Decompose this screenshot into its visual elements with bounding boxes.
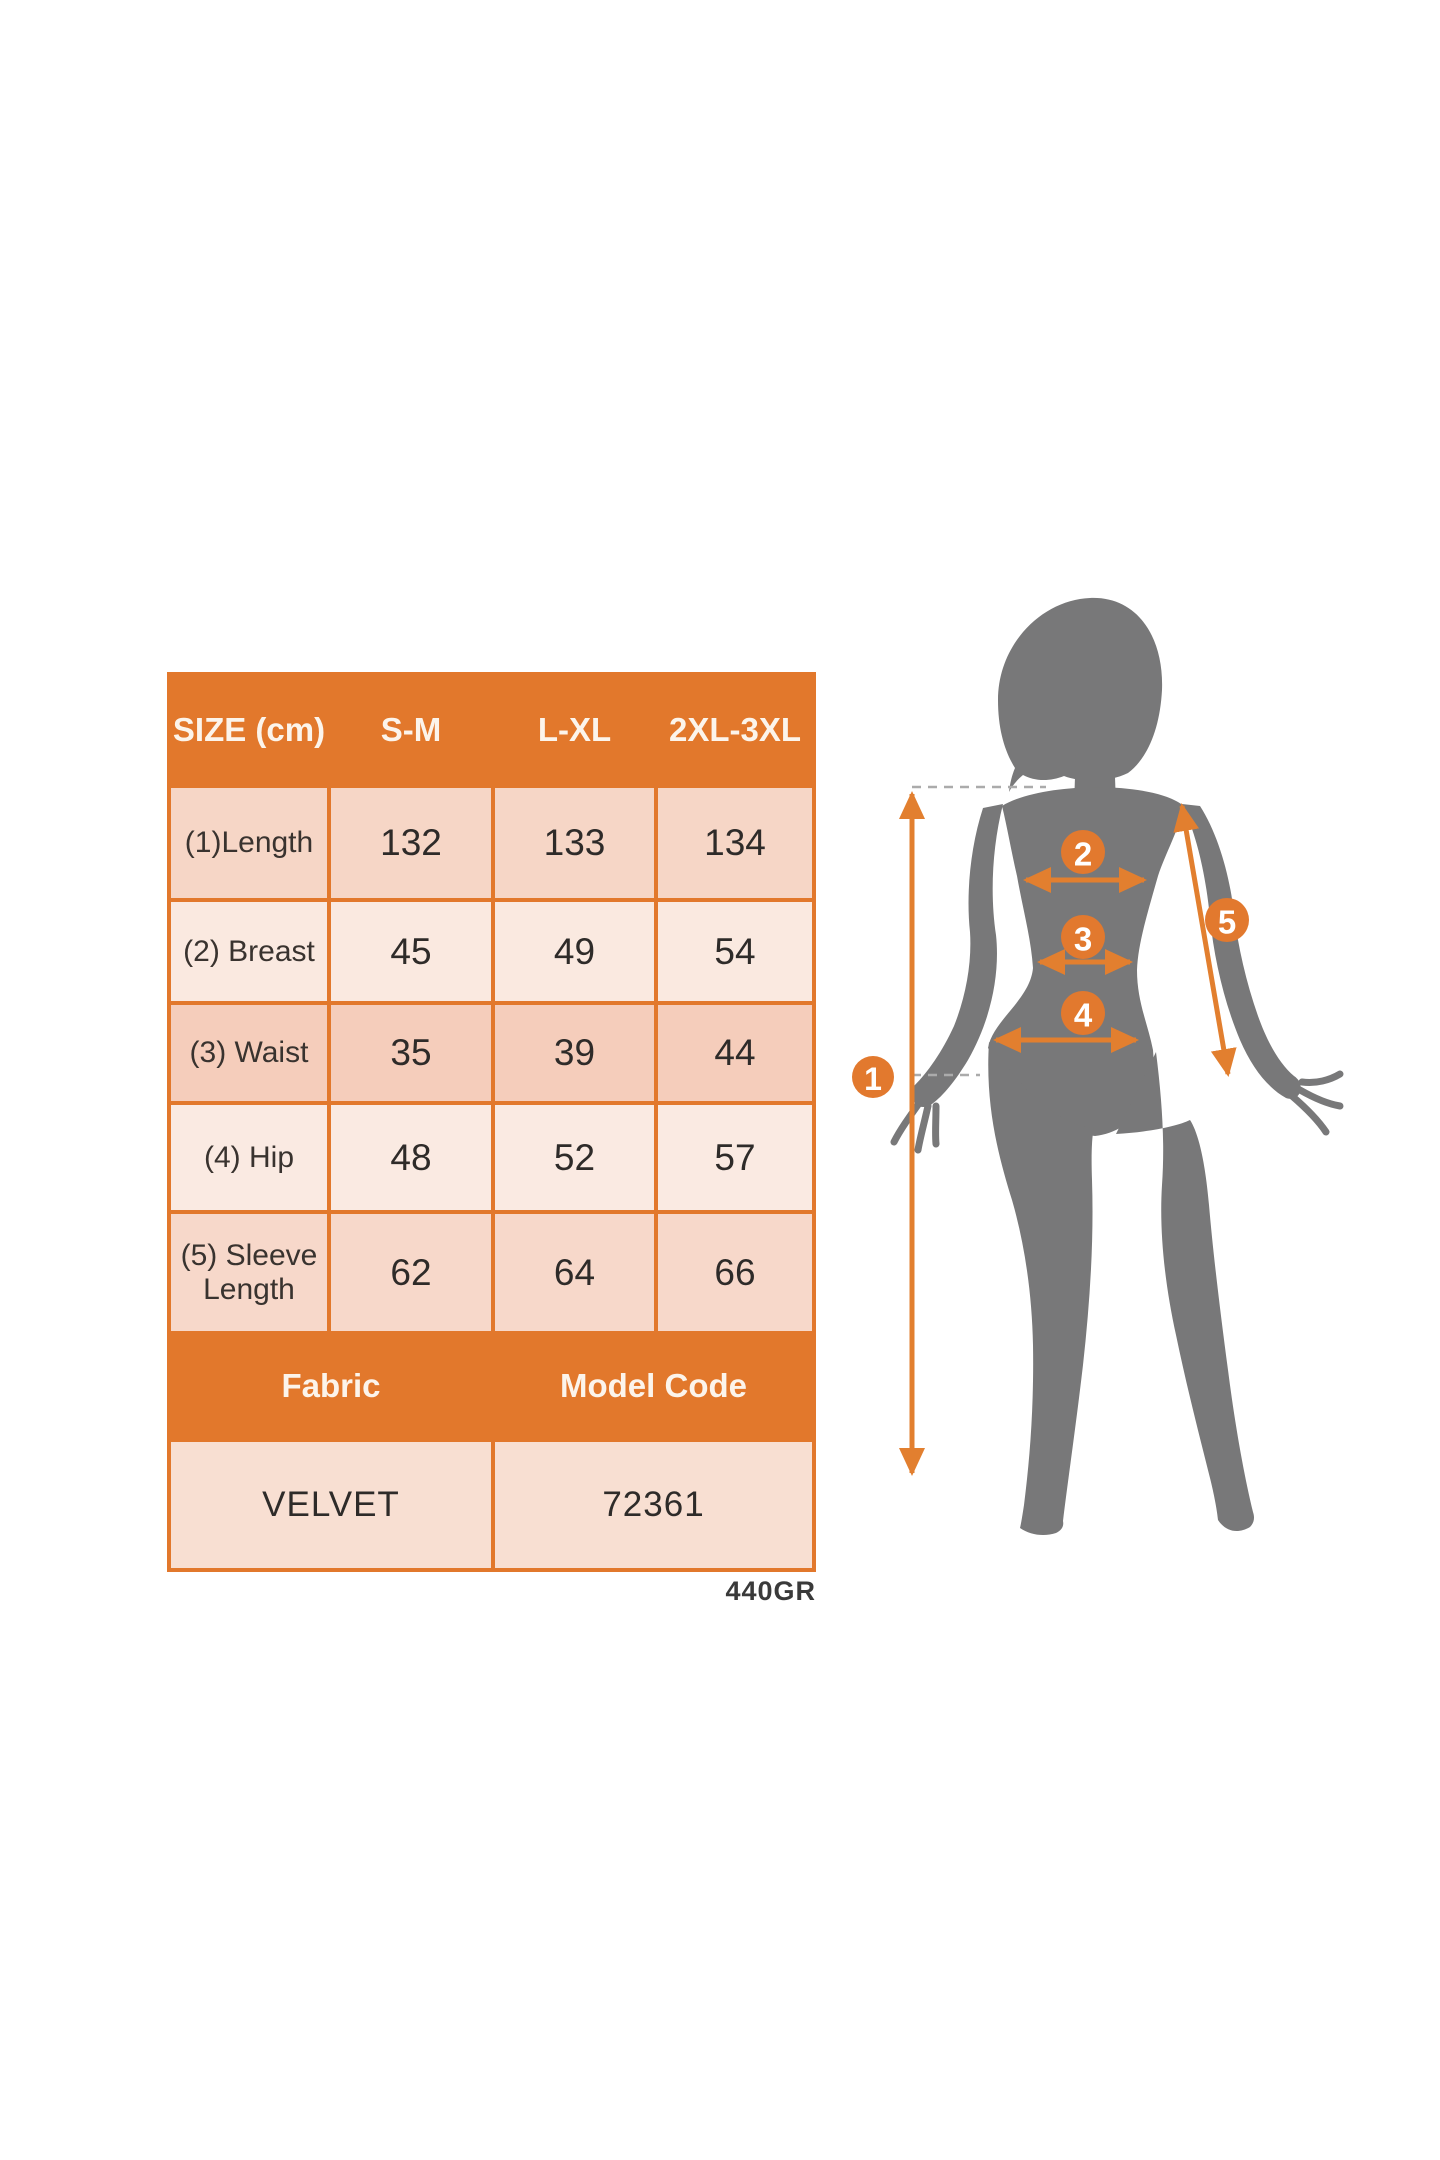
size-unit-header-cell: SIZE (cm) — [171, 676, 327, 784]
marker-3-label: 3 — [1074, 921, 1092, 958]
measurement-value: 49 — [495, 902, 654, 1001]
figure-right-fingers — [1298, 1070, 1344, 1086]
measurement-value: 62 — [331, 1214, 491, 1331]
measurement-value: 66 — [658, 1214, 812, 1331]
measurement-value: 48 — [331, 1105, 491, 1210]
measurement-value: 64 — [495, 1214, 654, 1331]
size-column-header-lxl: L-XL — [495, 676, 654, 784]
measurement-value: 133 — [495, 788, 654, 898]
figure-right-fingers — [1288, 1092, 1330, 1136]
woman-silhouette — [890, 597, 1344, 1536]
figure-right-arm — [1182, 804, 1301, 1099]
figure-head — [998, 597, 1163, 792]
measurement-value: 132 — [331, 788, 491, 898]
measurement-value: 57 — [658, 1105, 812, 1210]
measurement-value: 39 — [495, 1005, 654, 1101]
size-column-header-sm: S-M — [331, 676, 491, 784]
measurement-value: 54 — [658, 902, 812, 1001]
marker-4-badge: 4 — [1061, 991, 1105, 1035]
measurement-value: 134 — [658, 788, 812, 898]
model-code-value-cell: 72361 — [495, 1442, 812, 1568]
figure-right-leg — [1116, 1052, 1254, 1532]
measurement-value: 45 — [331, 902, 491, 1001]
size-chart-table: SIZE (cm) S-M L-XL 2XL-3XL (1)Length 132… — [167, 672, 816, 1572]
measurement-value: 44 — [658, 1005, 812, 1101]
marker-2-label: 2 — [1074, 836, 1092, 873]
marker-4-label: 4 — [1074, 997, 1093, 1034]
measurement-value: 35 — [331, 1005, 491, 1101]
measurement-figure: 1 2 3 4 5 — [852, 597, 1344, 1536]
figure-left-fingers — [914, 1102, 932, 1154]
row-label-waist: (3) Waist — [171, 1005, 327, 1101]
marker-1-badge: 1 — [852, 1056, 894, 1098]
fabric-value-cell: VELVET — [171, 1442, 491, 1568]
row-label-breast: (2) Breast — [171, 902, 327, 1001]
figure-right-fingers — [1296, 1086, 1344, 1110]
figure-left-arm — [911, 804, 1003, 1107]
row-label-sleeve-length: (5) Sleeve Length — [171, 1214, 327, 1331]
size-column-header-2xl3xl: 2XL-3XL — [658, 676, 812, 784]
marker-5-badge: 5 — [1205, 898, 1249, 942]
fabric-header-cell: Fabric — [171, 1335, 491, 1438]
marker-1-label: 1 — [864, 1061, 882, 1097]
measurement-value: 52 — [495, 1105, 654, 1210]
model-code-header-cell: Model Code — [495, 1335, 812, 1438]
weight-footnote: 440GR — [725, 1576, 816, 1606]
figure-left-leg — [988, 1042, 1094, 1536]
row-label-hip: (4) Hip — [171, 1105, 327, 1210]
marker-2-badge: 2 — [1061, 830, 1105, 874]
marker-5-label: 5 — [1218, 904, 1236, 941]
row-label-length: (1)Length — [171, 788, 327, 898]
figure-left-fingers — [890, 1098, 924, 1146]
sleeve-arrow — [1173, 803, 1237, 1077]
marker-3-badge: 3 — [1061, 915, 1105, 959]
